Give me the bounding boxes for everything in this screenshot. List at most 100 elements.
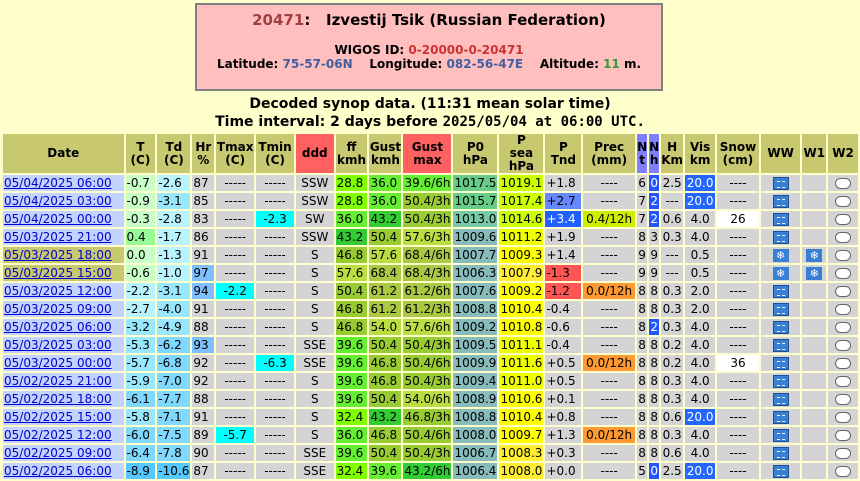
rain-shower-icon [772, 465, 789, 478]
cell-t: -5.8 [125, 409, 156, 425]
cell-t: -6.4 [125, 445, 156, 461]
cell-p0: 1006.4 [453, 463, 498, 479]
cell-nh: 2 [649, 193, 660, 209]
cell-p0: 1008.8 [453, 301, 498, 317]
cell-h: 0.3 [661, 301, 684, 317]
cell-w2 [828, 301, 858, 317]
cell-w2 [828, 373, 858, 389]
cell-gmax: 50.4/6h [403, 427, 452, 443]
cell-hr: 89 [192, 427, 215, 443]
cell-tmax: ----- [216, 373, 255, 389]
cell-tmin: ----- [256, 391, 294, 407]
cell-prec: ---- [583, 337, 636, 353]
cell-ww: ❄ [760, 265, 801, 281]
cell-gust: 50.4 [369, 391, 402, 407]
cell-h: 0.3 [661, 427, 684, 443]
date-link[interactable]: 05/02/2025 21:00 [4, 374, 112, 388]
snow-icon: ❄ [806, 249, 823, 262]
col-header-20: W1 [802, 134, 827, 173]
cell-date: 05/02/2025 18:00 [3, 391, 124, 407]
cell-snow: ---- [717, 319, 759, 335]
date-link[interactable]: 05/04/2025 06:00 [4, 176, 112, 190]
cell-ptnd: +0.5 [545, 373, 582, 389]
cell-prec: ---- [583, 193, 636, 209]
cell-tmax: ----- [216, 229, 255, 245]
cell-date: 05/02/2025 21:00 [3, 373, 124, 389]
time-text: 12:00 [77, 284, 112, 298]
cell-ptnd: +2.7 [545, 193, 582, 209]
cloud-icon [835, 412, 852, 423]
cell-ptnd: -0.4 [545, 337, 582, 353]
date-link[interactable]: 05/03/2025 06:00 [4, 320, 112, 334]
cell-p0: 1008.9 [453, 391, 498, 407]
cell-t: -0.9 [125, 193, 156, 209]
cell-psea: 1007.9 [499, 265, 544, 281]
cell-nh: 8 [649, 391, 660, 407]
time-text: 00:00 [77, 356, 112, 370]
date-link[interactable]: 05/03/2025 12:00 [4, 284, 112, 298]
interval-header: Time interval: 2 days before 2025/05/04 … [0, 113, 860, 131]
date-link[interactable]: 05/03/2025 15:00 [4, 266, 112, 280]
date-link[interactable]: 05/04/2025 00:00 [4, 212, 112, 226]
cell-ww [760, 175, 801, 191]
cell-tmax: ----- [216, 355, 255, 371]
cell-t: -5.9 [125, 373, 156, 389]
cell-vis: 4.0 [685, 355, 716, 371]
cell-nh: 8 [649, 409, 660, 425]
cell-nt: 7 [637, 193, 648, 209]
cell-psea: 1008.0 [499, 463, 544, 479]
date-link[interactable]: 05/04/2025 03:00 [4, 194, 112, 208]
col-header-7: ff kmh [335, 134, 368, 173]
coordinates-line: Latitude: 75-57-06N Longitude: 082-56-47… [197, 57, 661, 72]
cell-psea: 1011.1 [499, 337, 544, 353]
cell-prec: 0.0/12h [583, 283, 636, 299]
cell-w1 [802, 463, 827, 479]
cell-hr: 87 [192, 463, 215, 479]
cell-h: 0.2 [661, 337, 684, 353]
cloud-icon [835, 448, 852, 459]
cell-w1 [802, 229, 827, 245]
table-row: 05/03/2025 12:00 -2.2 -3.1 94 -2.2 ----- S 50.4… [3, 283, 858, 299]
cell-w2 [828, 229, 858, 245]
cell-td: -7.8 [157, 445, 191, 461]
date-link[interactable]: 05/03/2025 03:00 [4, 338, 112, 352]
date-link[interactable]: 05/02/2025 15:00 [4, 410, 112, 424]
cell-gmax: 50.4/3h [403, 373, 452, 389]
col-header-0: Date [3, 134, 124, 173]
date-link[interactable]: 05/02/2025 09:00 [4, 446, 112, 460]
cell-ff: 39.6 [335, 445, 368, 461]
date-link[interactable]: 05/03/2025 00:00 [4, 356, 112, 370]
cell-nh: 0 [649, 463, 660, 479]
table-row: 05/04/2025 06:00 -0.7 -2.6 87 ----- ----- SSW 2… [3, 175, 858, 191]
cell-snow: ---- [717, 445, 759, 461]
date-link[interactable]: 05/02/2025 12:00 [4, 428, 112, 442]
cell-prec: ---- [583, 373, 636, 389]
cell-gmax: 54.0/6h [403, 391, 452, 407]
date-link[interactable]: 05/03/2025 18:00 [4, 248, 112, 262]
cell-nt: 9 [637, 265, 648, 281]
cell-ptnd: -1.2 [545, 283, 582, 299]
date-link[interactable]: 05/02/2025 18:00 [4, 392, 112, 406]
cell-vis: 0.5 [685, 247, 716, 263]
cell-ptnd: -0.6 [545, 319, 582, 335]
cell-tmax: -5.7 [216, 427, 255, 443]
date-link[interactable]: 05/03/2025 21:00 [4, 230, 112, 244]
cell-ww [760, 193, 801, 209]
cell-w1 [802, 355, 827, 371]
table-row: 05/03/2025 09:00 -2.7 -4.0 91 ----- ----- S 46.… [3, 301, 858, 317]
cell-w1 [802, 337, 827, 353]
cloud-sun-icon [835, 466, 852, 477]
cell-ddd: S [295, 373, 334, 389]
rain-shower-icon [772, 303, 789, 316]
cell-snow: ---- [717, 373, 759, 389]
cloud-icon [835, 394, 852, 405]
cell-ww [760, 283, 801, 299]
rain-shower-icon [772, 357, 789, 370]
cell-hr: 92 [192, 373, 215, 389]
cell-ptnd: +1.8 [545, 175, 582, 191]
cell-tmin: ----- [256, 409, 294, 425]
date-link[interactable]: 05/02/2025 06:00 [4, 464, 112, 478]
date-link[interactable]: 05/03/2025 09:00 [4, 302, 112, 316]
cell-psea: 1008.3 [499, 445, 544, 461]
time-text: 03:00 [77, 338, 112, 352]
